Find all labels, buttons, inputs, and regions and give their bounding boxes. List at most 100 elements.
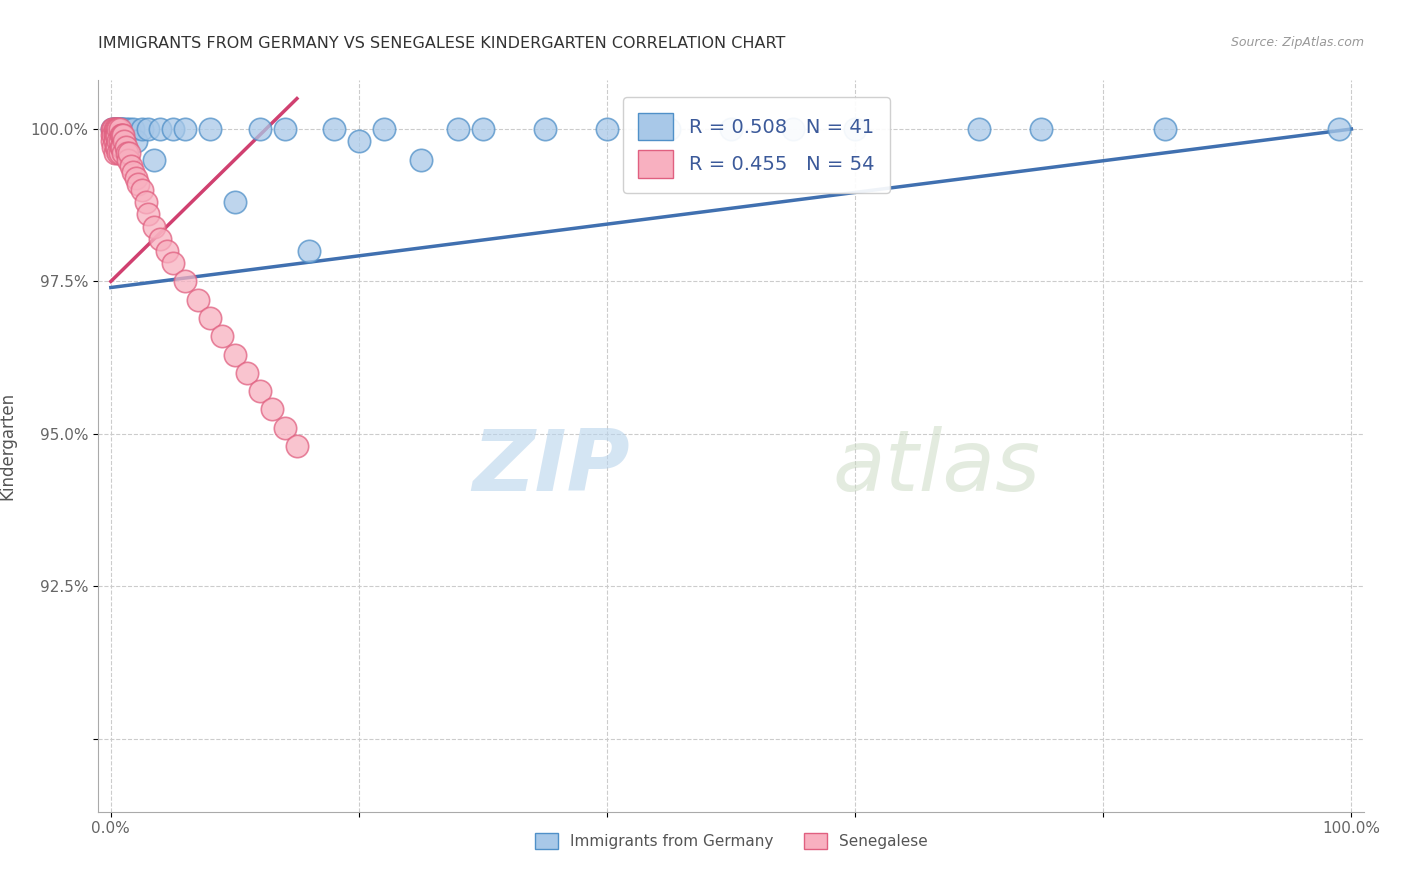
Legend: Immigrants from Germany, Senegalese: Immigrants from Germany, Senegalese xyxy=(529,827,934,855)
Point xyxy=(114,134,136,148)
Point xyxy=(103,122,125,136)
Point xyxy=(110,122,132,136)
Point xyxy=(273,421,295,435)
Point xyxy=(472,122,495,136)
Point xyxy=(107,122,129,136)
Point xyxy=(143,219,166,234)
Point xyxy=(103,134,125,148)
Point xyxy=(103,146,125,161)
Point xyxy=(1327,122,1350,136)
Point xyxy=(105,140,128,154)
Point xyxy=(112,122,135,136)
Point xyxy=(249,384,271,399)
Point xyxy=(104,122,127,136)
Y-axis label: Kindergarten: Kindergarten xyxy=(0,392,17,500)
Point xyxy=(118,146,141,161)
Point xyxy=(127,177,149,191)
Point xyxy=(105,122,128,136)
Point xyxy=(596,122,619,136)
Point xyxy=(224,348,246,362)
Point xyxy=(101,122,124,136)
Point xyxy=(103,128,125,143)
Point xyxy=(111,128,134,143)
Point xyxy=(162,256,184,270)
Text: Source: ZipAtlas.com: Source: ZipAtlas.com xyxy=(1230,36,1364,49)
Point xyxy=(211,329,233,343)
Point xyxy=(224,195,246,210)
Point xyxy=(103,122,125,136)
Point xyxy=(117,153,139,167)
Point xyxy=(104,128,127,143)
Point xyxy=(262,402,284,417)
Point xyxy=(447,122,470,136)
Point xyxy=(131,183,153,197)
Point xyxy=(534,122,557,136)
Point xyxy=(136,122,159,136)
Point xyxy=(112,146,135,161)
Point xyxy=(409,153,432,167)
Point xyxy=(249,122,271,136)
Point xyxy=(149,232,172,246)
Point xyxy=(104,140,127,154)
Point xyxy=(101,128,124,143)
Point xyxy=(108,146,131,161)
Point xyxy=(114,140,136,154)
Point xyxy=(101,134,124,148)
Point xyxy=(323,122,346,136)
Point xyxy=(149,122,172,136)
Point xyxy=(103,122,125,136)
Point xyxy=(198,311,221,326)
Point xyxy=(285,439,308,453)
Point xyxy=(115,146,138,161)
Point xyxy=(136,207,159,221)
Point xyxy=(1154,122,1177,136)
Point xyxy=(967,122,990,136)
Point xyxy=(111,140,134,154)
Point xyxy=(103,140,125,154)
Point xyxy=(373,122,395,136)
Text: atlas: atlas xyxy=(832,426,1040,509)
Point xyxy=(143,153,166,167)
Point xyxy=(658,122,681,136)
Point xyxy=(111,122,134,136)
Point xyxy=(198,122,221,136)
Point xyxy=(118,122,141,136)
Point xyxy=(120,159,142,173)
Point xyxy=(124,134,146,148)
Point xyxy=(347,134,370,148)
Point xyxy=(103,128,125,143)
Point xyxy=(174,275,197,289)
Point xyxy=(108,122,131,136)
Point xyxy=(782,122,804,136)
Point xyxy=(131,122,153,136)
Point xyxy=(107,122,129,136)
Point xyxy=(174,122,197,136)
Point xyxy=(101,122,124,136)
Point xyxy=(112,128,135,143)
Point xyxy=(122,122,145,136)
Point xyxy=(1031,122,1053,136)
Point xyxy=(156,244,179,258)
Point xyxy=(105,128,128,143)
Point xyxy=(236,366,259,380)
Point xyxy=(187,293,209,307)
Point xyxy=(135,195,157,210)
Point xyxy=(124,170,146,185)
Point xyxy=(298,244,321,258)
Point xyxy=(110,140,132,154)
Point xyxy=(122,165,145,179)
Point xyxy=(104,122,127,136)
Point xyxy=(105,122,128,136)
Point xyxy=(107,134,129,148)
Point xyxy=(162,122,184,136)
Point xyxy=(273,122,295,136)
Point xyxy=(107,146,129,161)
Point xyxy=(114,122,136,136)
Point xyxy=(844,122,866,136)
Point xyxy=(108,134,131,148)
Text: ZIP: ZIP xyxy=(472,426,630,509)
Point xyxy=(110,128,132,143)
Point xyxy=(720,122,742,136)
Point xyxy=(103,122,125,136)
Text: IMMIGRANTS FROM GERMANY VS SENEGALESE KINDERGARTEN CORRELATION CHART: IMMIGRANTS FROM GERMANY VS SENEGALESE KI… xyxy=(98,36,786,51)
